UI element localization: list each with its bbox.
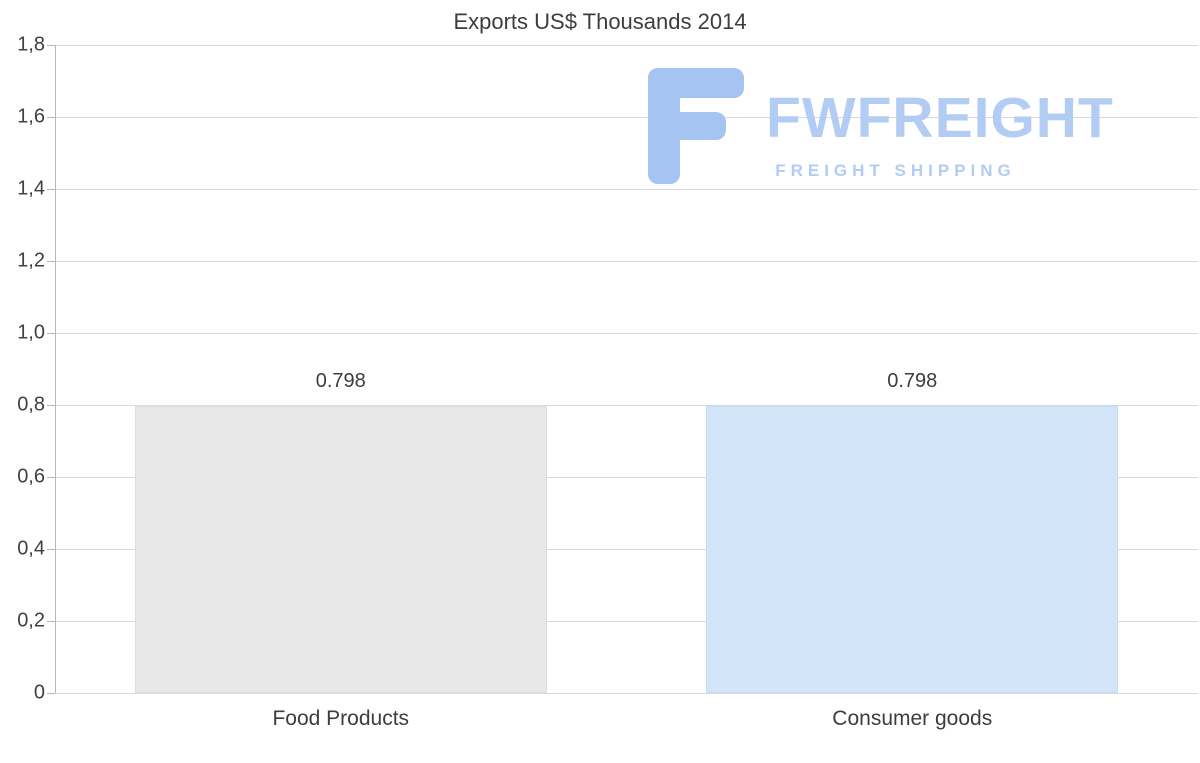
- y-tick-mark: [47, 477, 55, 478]
- y-gridline: [55, 45, 1198, 46]
- y-tick-mark: [47, 189, 55, 190]
- y-tick-mark: [47, 693, 55, 694]
- y-tick-label: 0,2: [17, 609, 45, 632]
- y-gridline: [55, 189, 1198, 190]
- y-gridline: [55, 117, 1198, 118]
- bar-value-label: 0.798: [315, 369, 366, 392]
- y-tick-mark: [47, 117, 55, 118]
- y-tick-label: 0: [33, 681, 45, 704]
- bar-food-products: [134, 405, 547, 693]
- y-tick-label: 1,4: [17, 177, 45, 200]
- x-category-label: Food Products: [272, 707, 410, 730]
- y-tick-label: 1,8: [17, 33, 45, 56]
- y-gridline: [55, 621, 1198, 622]
- y-gridline: [55, 477, 1198, 478]
- y-gridline: [55, 693, 1198, 694]
- y-tick-label: 0,8: [17, 393, 45, 416]
- y-tick-mark: [47, 261, 55, 262]
- y-tick-mark: [47, 45, 55, 46]
- y-tick-mark: [47, 333, 55, 334]
- y-tick-label: 0,4: [17, 537, 45, 560]
- y-tick-mark: [47, 549, 55, 550]
- chart-title: Exports US$ Thousands 2014: [453, 9, 747, 34]
- x-category-label: Consumer goods: [832, 707, 993, 730]
- bar-consumer-goods: [706, 405, 1119, 693]
- y-tick-label: 1,0: [17, 321, 45, 344]
- y-gridline: [55, 405, 1198, 406]
- y-gridline: [55, 333, 1198, 334]
- y-tick-label: 0,6: [17, 465, 45, 488]
- brand-text-block: FWFREIGHT FREIGHT SHIPPING: [766, 68, 1114, 181]
- y-axis-line: [55, 45, 56, 693]
- y-tick-label: 1,6: [17, 105, 45, 128]
- y-tick-mark: [47, 621, 55, 622]
- y-tick-mark: [47, 405, 55, 406]
- y-gridline: [55, 549, 1198, 550]
- y-tick-label: 1,2: [17, 249, 45, 272]
- watermark-logo: FWFREIGHT FREIGHT SHIPPING: [648, 68, 1114, 184]
- fwfreight-logo-icon: [648, 68, 744, 184]
- y-gridline: [55, 261, 1198, 262]
- brand-name: FWFREIGHT: [766, 86, 1114, 150]
- bar-value-label: 0.798: [887, 369, 938, 392]
- brand-tagline: FREIGHT SHIPPING: [775, 161, 1016, 180]
